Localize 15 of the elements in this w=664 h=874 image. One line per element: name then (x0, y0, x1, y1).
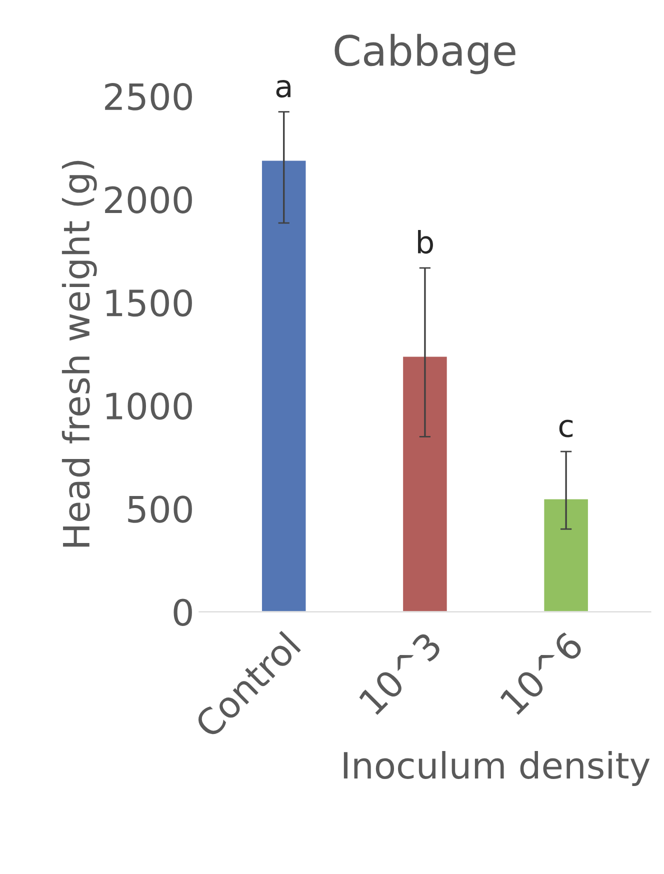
bar (402, 355, 448, 612)
y-tick-label: 1000 (106, 392, 192, 420)
annotation: c (559, 420, 573, 438)
bar (260, 159, 308, 612)
y-tick-label: 0 (174, 598, 192, 626)
y-tick-label: 500 (128, 496, 192, 523)
chart-title: Cabbage (334, 34, 516, 74)
y-tick-label: 2000 (105, 186, 192, 214)
annotation: a (276, 80, 290, 98)
x-axis-title: Inoculum density (344, 751, 650, 786)
bar (542, 498, 590, 612)
y-axis-title: Head fresh weight (g) (62, 160, 97, 547)
annotation: b (418, 230, 433, 254)
y-tick-label: 2500 (105, 83, 192, 110)
y-tick-label: 1500 (106, 289, 192, 317)
